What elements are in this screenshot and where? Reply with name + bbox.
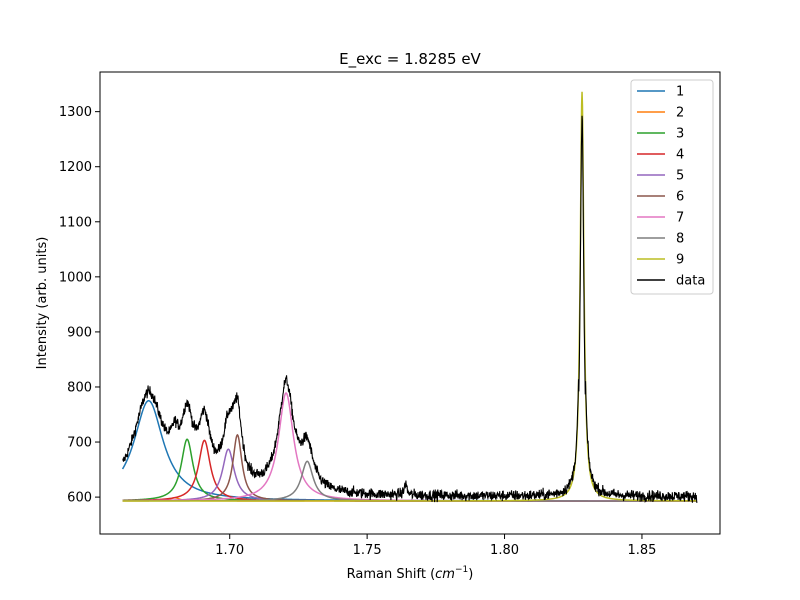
x-axis-label-prefix: Raman Shift ( — [347, 567, 435, 582]
x-axis-label: Raman Shift (cm−1) — [347, 565, 474, 582]
data-line — [122, 115, 698, 504]
legend-label-9: 9 — [676, 253, 684, 268]
y-tick-label: 1200 — [59, 160, 92, 175]
x-axis-label-math: cm — [435, 567, 455, 582]
chart-title: E_exc = 1.8285 eV — [339, 50, 481, 69]
x-ticks: 1.70 1.75 1.80 1.85 — [215, 534, 656, 558]
y-tick-label: 600 — [67, 491, 92, 506]
x-tick-label: 1.75 — [353, 543, 382, 558]
y-ticks: 600 700 800 900 1000 1100 1200 1300 — [59, 105, 100, 506]
y-axis-label: Intensity (arb. units) — [35, 237, 50, 370]
legend-label-data: data — [676, 274, 705, 289]
legend-label-2: 2 — [676, 106, 684, 121]
legend-label-6: 6 — [676, 190, 684, 205]
legend-label-5: 5 — [676, 169, 684, 184]
y-tick-label: 1000 — [59, 270, 92, 285]
legend-label-3: 3 — [676, 127, 684, 142]
x-tick-label: 1.85 — [627, 543, 656, 558]
legend-label-7: 7 — [676, 211, 684, 226]
y-tick-label: 800 — [67, 380, 92, 395]
curves — [121, 91, 698, 504]
x-tick-label: 1.80 — [490, 543, 519, 558]
plot-area — [121, 91, 698, 504]
y-tick-label: 900 — [67, 325, 92, 340]
series-9-line — [122, 91, 697, 502]
axes-frame — [99, 71, 721, 535]
legend: 1 2 3 4 5 6 7 8 9 data — [630, 79, 714, 295]
x-axis-label-suffix: ) — [468, 567, 473, 582]
y-tick-label: 700 — [67, 436, 92, 451]
y-tick-label: 1300 — [59, 105, 92, 120]
legend-label-1: 1 — [676, 85, 684, 100]
legend-label-4: 4 — [676, 148, 684, 163]
x-tick-label: 1.70 — [215, 543, 244, 558]
y-tick-label: 1100 — [59, 215, 92, 230]
legend-label-8: 8 — [676, 232, 684, 247]
x-axis-label-sup: −1 — [455, 565, 468, 575]
